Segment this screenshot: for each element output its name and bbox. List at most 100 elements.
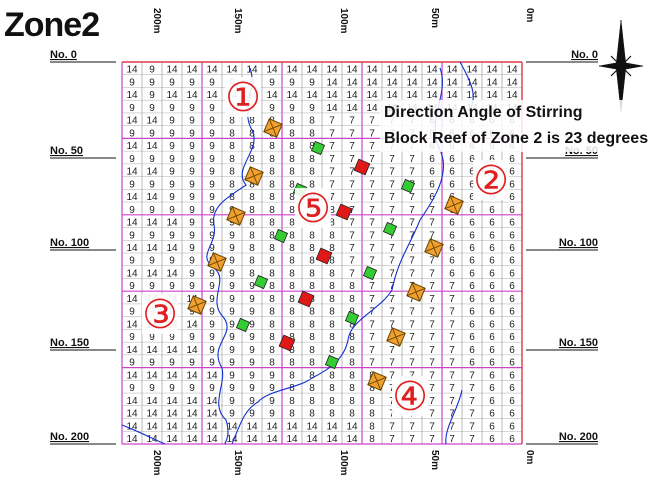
grid-cell-value: 8: [329, 218, 335, 229]
grid-cell-value: 9: [129, 307, 135, 318]
grid-cell-value: 9: [129, 154, 135, 165]
grid-cell-value: 9: [249, 332, 255, 343]
grid-cell-value: 14: [466, 65, 478, 76]
grid-cell-value: 6: [509, 370, 515, 381]
grid-cell-value: 6: [509, 154, 515, 165]
grid-cell-value: 9: [189, 256, 195, 267]
grid-cell-value: 9: [169, 256, 175, 267]
grid-cell-value: 6: [489, 319, 495, 330]
grid-cell-value: 8: [369, 383, 375, 394]
grid-cell-value: 6: [489, 307, 495, 318]
grid-cell-value: 7: [369, 154, 375, 165]
grid-cell-value: 9: [189, 358, 195, 369]
grid-cell-value: 14: [506, 90, 518, 101]
grid-cell-value: 7: [389, 307, 395, 318]
grid-cell-value: 7: [409, 434, 415, 445]
grid-cell-value: 14: [366, 90, 378, 101]
grid-cell-value: 8: [249, 116, 255, 127]
grid-cell-value: 8: [349, 345, 355, 356]
bottom-tick-label: 0m: [524, 450, 535, 465]
row-label-left: No. 150: [50, 337, 89, 349]
grid-cell-value: 7: [369, 205, 375, 216]
grid-cell-value: 9: [169, 205, 175, 216]
grid-cell-value: 9: [209, 218, 215, 229]
grid-cell-value: 9: [189, 167, 195, 178]
grid-cell-value: 8: [249, 243, 255, 254]
grid-cell-value: 6: [489, 268, 495, 279]
grid-cell-value: 9: [169, 230, 175, 241]
grid-cell-value: 7: [349, 179, 355, 190]
grid-cell-value: 8: [229, 116, 235, 127]
grid-cell-value: 6: [489, 154, 495, 165]
grid-cell-value: 14: [386, 77, 398, 88]
grid-cell-value: 7: [409, 268, 415, 279]
grid-cell-value: 14: [346, 103, 358, 114]
zone-markers: ① ② ③ ④ ⑤: [142, 75, 509, 420]
grid-cell-value: 14: [126, 243, 138, 254]
grid-cell-value: 8: [309, 243, 315, 254]
grid-cell-value: 7: [469, 396, 475, 407]
grid-cell-value: 14: [506, 65, 518, 76]
grid-cell-value: 9: [289, 77, 295, 88]
grid-cell-value: 14: [186, 370, 198, 381]
grid-cell-value: 14: [186, 396, 198, 407]
grid-cell-value: 9: [229, 230, 235, 241]
grid-cell-value: 9: [149, 383, 155, 394]
grid-cell-value: 6: [509, 167, 515, 178]
grid-cell-value: 9: [209, 116, 215, 127]
grid-cell-value: 7: [389, 421, 395, 432]
grid-cell-value: 8: [309, 358, 315, 369]
zone-marker: ③: [142, 292, 178, 338]
grid-cell-value: 9: [189, 205, 195, 216]
grid-cell-value: 9: [149, 358, 155, 369]
grid-cell-value: 9: [229, 370, 235, 381]
grid-cell-value: 7: [449, 434, 455, 445]
grid-cell-value: 9: [209, 345, 215, 356]
grid-cell-value: 8: [289, 167, 295, 178]
grid-cell-value: 6: [469, 179, 475, 190]
grid-cell-value: 9: [169, 77, 175, 88]
bottom-tick-label: 50m: [429, 450, 440, 470]
grid-cell-value: 6: [489, 421, 495, 432]
grid-cell-value: 8: [309, 281, 315, 292]
grid-cell-value: 7: [429, 256, 435, 267]
grid-cell-value: 6: [489, 205, 495, 216]
north-arrow-diagonal: [610, 55, 632, 77]
grid-cell-value: 6: [509, 243, 515, 254]
grid-cell-value: 9: [289, 103, 295, 114]
grid-cell-value: 9: [189, 154, 195, 165]
grid-cell-value: 7: [409, 370, 415, 381]
grid-cell-value: 7: [369, 192, 375, 203]
grid-cell-value: 9: [309, 103, 315, 114]
grid-cell-value: 8: [269, 179, 275, 190]
grid-cell-value: 14: [426, 65, 438, 76]
grid-cell-value: 6: [509, 345, 515, 356]
grid-cell-value: 6: [469, 192, 475, 203]
grid-cell-value: 14: [326, 434, 338, 445]
grid-cell-value: 9: [249, 396, 255, 407]
grid-cell-value: 7: [429, 396, 435, 407]
red-reef-block: [353, 158, 371, 176]
grid-cell-value: 7: [369, 179, 375, 190]
grid-cell-value: 6: [489, 370, 495, 381]
grid-cell-value: 9: [129, 383, 135, 394]
grid-cell-value: 7: [329, 192, 335, 203]
grid-cell-value: 6: [469, 319, 475, 330]
row-label-right: No. 200: [559, 431, 598, 443]
grid-cell-value: 6: [509, 383, 515, 394]
grid-cell-value: 6: [509, 218, 515, 229]
grid-cell-value: 14: [346, 77, 358, 88]
grid-cell-value: 9: [229, 256, 235, 267]
grid-cell-value: 7: [369, 294, 375, 305]
grid-cell-value: 6: [509, 332, 515, 343]
orange-reef-block: [207, 252, 227, 272]
grid-cell-value: 7: [429, 421, 435, 432]
grid-cell-value: 9: [209, 383, 215, 394]
grid-cell-value: 7: [369, 345, 375, 356]
grid-cell-value: 7: [369, 128, 375, 139]
grid-cell-value: 9: [189, 307, 195, 318]
grid-cell-value: 7: [409, 358, 415, 369]
grid-cell-value: 8: [289, 128, 295, 139]
grid-cell-value: 9: [229, 243, 235, 254]
grid-cell-value: 7: [329, 154, 335, 165]
